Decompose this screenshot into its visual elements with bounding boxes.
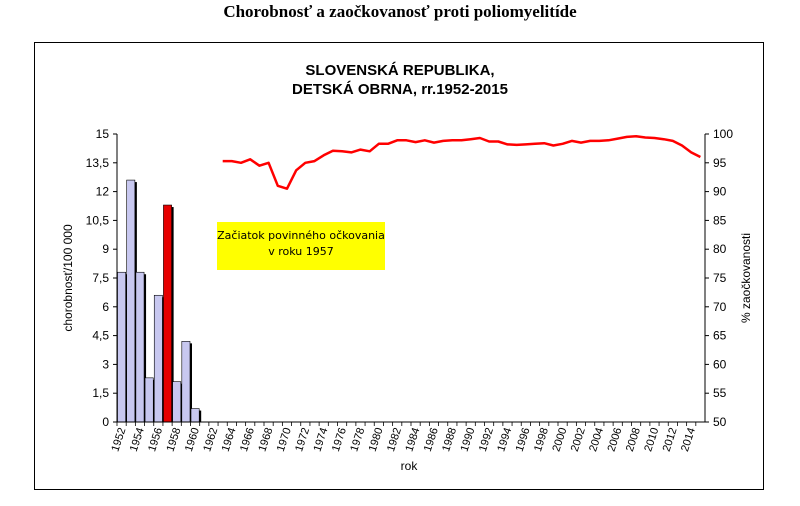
annotation-line-2: v roku 1957	[268, 245, 334, 258]
x-tick-label: 2000	[550, 426, 569, 453]
bar-1958	[172, 381, 182, 423]
x-tick-label: 1972	[293, 426, 312, 453]
x-tick-label: 2014	[679, 426, 698, 453]
x-tick-label: 1974	[312, 426, 331, 453]
y-left-tick-label: 15	[96, 127, 110, 141]
y-left-tick-label: 7,5	[92, 271, 109, 285]
y-right-tick-label: 80	[713, 242, 727, 256]
x-tick-label: 1998	[532, 426, 551, 453]
x-tick-label: 1980	[367, 426, 386, 453]
x-tick-label: 1978	[348, 426, 367, 453]
x-tick-label: 1960	[183, 426, 202, 453]
x-tick-label: 1982	[385, 426, 404, 453]
bar-1956	[153, 294, 163, 423]
y-left-tick-label: 4,5	[92, 329, 109, 343]
x-tick-label: 2012	[661, 426, 680, 453]
x-tick-label: 2004	[587, 426, 606, 453]
x-tick-label: 1952	[109, 426, 128, 453]
x-tick-label: 1996	[514, 426, 533, 453]
x-tick-label: 1958	[165, 426, 184, 453]
x-tick-label: 1988	[440, 426, 459, 453]
y-left-tick-label: 13,5	[86, 156, 110, 170]
axes-layer	[116, 134, 706, 423]
y-left-tick-label: 6	[102, 300, 109, 314]
bar-1960	[190, 408, 200, 423]
y-left-tick-label: 3	[102, 357, 109, 371]
x-tick-label: 1970	[275, 426, 294, 453]
y-left-tick-label: 1,5	[92, 386, 109, 400]
y-left-tick-label: 12	[96, 185, 110, 199]
bar-1957	[163, 204, 172, 423]
x-tick-label: 2006	[606, 426, 625, 453]
x-axis-label: rok	[401, 459, 419, 473]
x-tick-label: 1994	[495, 426, 514, 453]
chart-frame	[34, 42, 764, 490]
x-tick-label: 2008	[624, 426, 643, 453]
y-right-tick-label: 70	[713, 300, 727, 314]
x-tick-label: 2010	[642, 426, 661, 453]
y-right-tick-label: 65	[713, 329, 727, 343]
bar-1954	[135, 271, 145, 423]
bar-1952	[117, 271, 126, 423]
y-left-tick-label: 10,5	[86, 213, 110, 227]
x-tick-label: 1992	[477, 426, 496, 453]
y-right-tick-label: 90	[713, 185, 727, 199]
bar-1955	[144, 377, 154, 423]
y-right-tick-label: 100	[713, 127, 733, 141]
y-axis-left-label: chorobnosť/100 000	[61, 224, 75, 332]
x-tick-label: 1956	[146, 426, 165, 453]
x-tick-label: 1962	[201, 426, 220, 453]
x-tick-label: 1986	[422, 426, 441, 453]
x-tick-label: 1990	[459, 426, 478, 453]
bar-1953	[126, 179, 136, 423]
y-right-tick-label: 60	[713, 357, 727, 371]
x-tick-label: 1968	[256, 426, 275, 453]
y-right-tick-label: 50	[713, 415, 727, 429]
x-tick-label: 1976	[330, 426, 349, 453]
x-tick-label: 1954	[128, 426, 147, 453]
y-left-tick-label: 0	[102, 415, 109, 429]
document-title: Chorobnosť a zaočkovanosť proti poliomye…	[223, 2, 577, 21]
x-tick-label: 2002	[569, 426, 588, 453]
bars-layer	[117, 179, 202, 423]
x-tick-label: 1984	[403, 426, 422, 453]
y-right-tick-label: 55	[713, 386, 727, 400]
y-left-tick-label: 9	[102, 242, 109, 256]
y-right-tick-label: 95	[713, 156, 727, 170]
annotation-line-1: Začiatok povinného očkovania	[217, 229, 385, 242]
vaccination-line	[222, 135, 701, 190]
bar-1959	[181, 341, 191, 423]
y-right-tick-label: 75	[713, 271, 727, 285]
y-axis-right-label: % zaočkovanosti	[739, 233, 753, 323]
chart-title-line-1: SLOVENSKÁ REPUBLIKA,	[305, 62, 495, 79]
annotation-box: Začiatok povinného očkovania v roku 1957	[217, 222, 385, 270]
x-tick-label: 1964	[220, 426, 239, 453]
line-layer	[222, 135, 701, 190]
chart-title-line-2: DETSKÁ OBRNA, rr.1952-2015	[292, 81, 508, 98]
y-right-tick-label: 85	[713, 213, 727, 227]
x-tick-label: 1966	[238, 426, 257, 453]
